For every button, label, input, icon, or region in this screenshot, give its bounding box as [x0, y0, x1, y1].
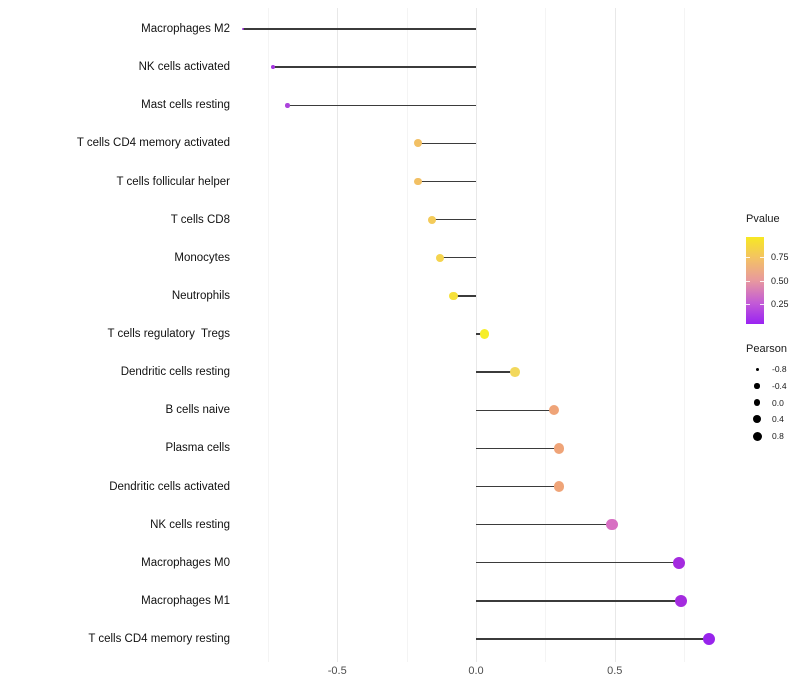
x-major-gridline	[614, 8, 616, 662]
lollipop-segment	[476, 447, 560, 450]
data-point-dot	[271, 65, 276, 70]
y-axis-label: Plasma cells	[165, 442, 230, 455]
pvalue-colorbar	[746, 237, 764, 324]
size-legend-dot	[753, 399, 761, 406]
lollipop-segment	[476, 523, 612, 526]
colorbar-tick-label: 0.75	[771, 252, 789, 262]
y-axis-label: Dendritic cells resting	[120, 366, 230, 379]
lollipop-segment	[476, 409, 554, 411]
data-point-dot	[413, 139, 422, 148]
lollipop-segment	[439, 257, 476, 259]
size-legend-label: 0.0	[772, 397, 784, 408]
x-axis-tick-label: 0.0	[468, 665, 484, 677]
x-minor-gridline	[267, 8, 269, 662]
data-point-dot	[672, 556, 685, 569]
y-axis-label: T cells CD4 memory activated	[76, 137, 230, 150]
y-axis-label: T cells CD8	[170, 213, 230, 226]
lollipop-segment	[431, 218, 476, 221]
data-point-dot	[675, 594, 688, 607]
x-minor-gridline	[684, 8, 686, 662]
data-point-dot	[554, 443, 565, 454]
x-major-gridline	[476, 8, 477, 662]
colorbar-tick-mark	[760, 280, 764, 282]
x-axis-tick-label: -0.5	[327, 665, 347, 677]
lollipop-segment	[476, 562, 679, 564]
y-axis-label: Dendritic cells activated	[109, 480, 230, 493]
colorbar-tick-mark	[746, 304, 750, 305]
lollipop-segment	[273, 66, 476, 68]
y-axis-label: T cells regulatory Tregs	[107, 328, 230, 340]
pvalue-legend-title: Pvalue	[746, 213, 780, 225]
x-axis-tick-label: 0.5	[607, 665, 623, 677]
size-legend-label: 0.8	[772, 431, 784, 441]
lollipop-segment	[287, 104, 476, 106]
y-axis-label: Macrophages M0	[141, 556, 230, 569]
data-point-dot	[435, 253, 445, 262]
y-axis-label: Monocytes	[174, 251, 230, 264]
y-axis-label: Neutrophils	[171, 289, 230, 302]
data-point-dot	[548, 405, 559, 416]
size-legend-dot	[755, 367, 759, 371]
data-point-dot	[413, 177, 422, 186]
size-legend-dot	[754, 383, 760, 389]
lollipop-segment	[476, 485, 560, 488]
pearson-legend-title: Pearson	[746, 343, 787, 355]
y-axis-label: B cells naive	[165, 404, 230, 417]
lollipop-segment	[417, 180, 476, 183]
colorbar-tick-mark	[746, 257, 750, 258]
colorbar-tick-mark	[746, 280, 750, 282]
lollipop-segment	[476, 600, 682, 602]
y-axis-label: Macrophages M1	[141, 594, 230, 607]
lollipop-segment	[417, 142, 476, 145]
size-legend-dot	[753, 415, 761, 423]
size-legend-label: -0.8	[772, 364, 787, 374]
x-minor-gridline	[545, 8, 547, 662]
x-minor-gridline	[406, 8, 408, 662]
lollipop-segment	[476, 371, 515, 373]
lollipop-segment	[242, 28, 476, 30]
lollipop-segment	[453, 295, 476, 297]
data-point-dot	[449, 291, 459, 301]
colorbar-tick-label: 0.25	[771, 299, 789, 309]
y-axis-label: T cells CD4 memory resting	[88, 633, 230, 645]
data-point-dot	[285, 102, 290, 108]
data-point-dot	[554, 481, 565, 492]
y-axis-label: NK cells activated	[138, 61, 230, 74]
data-point-dot	[427, 215, 436, 224]
data-point-dot	[479, 329, 489, 339]
data-point-dot	[241, 27, 245, 31]
size-legend-dot	[752, 431, 762, 441]
size-legend-label: -0.4	[772, 381, 787, 391]
y-axis-label: T cells follicular helper	[116, 175, 230, 188]
y-axis-label: Mast cells resting	[141, 99, 230, 112]
x-major-gridline	[337, 8, 339, 662]
data-point-dot	[702, 632, 716, 646]
colorbar-tick-mark	[760, 257, 764, 258]
colorbar-tick-mark	[760, 304, 764, 305]
size-legend-label: 0.4	[772, 414, 784, 424]
y-axis-label: Macrophages M2	[141, 23, 230, 35]
colorbar-tick-label: 0.50	[771, 275, 789, 286]
data-point-dot	[606, 519, 618, 531]
y-axis-label: NK cells resting	[150, 518, 230, 531]
data-point-dot	[510, 367, 520, 377]
lollipop-segment	[476, 638, 710, 640]
